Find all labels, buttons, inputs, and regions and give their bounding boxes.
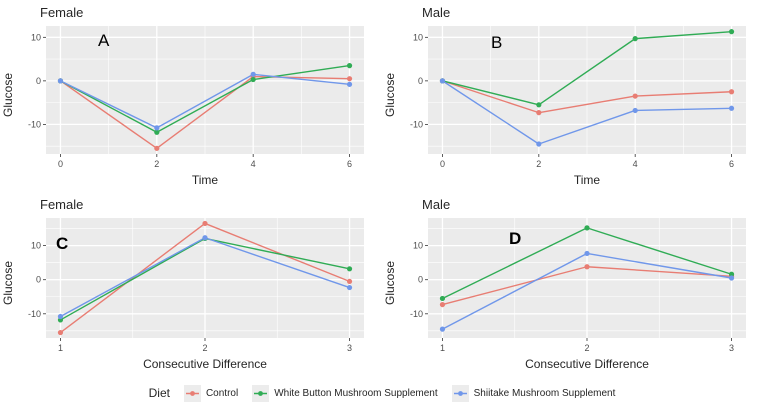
x-axis-title: Consecutive Difference bbox=[143, 357, 267, 371]
svg-text:-10: -10 bbox=[28, 309, 41, 319]
svg-text:C: C bbox=[56, 234, 68, 253]
line-chart-B: 0 2 4 6 -10 0 10 B bbox=[410, 26, 746, 169]
plot-area-wrapper: Glucose 1 2 3 -10 0 10 C bbox=[0, 213, 382, 357]
svg-text:B: B bbox=[491, 33, 502, 52]
legend-item: Shiitake Mushroom Supplement bbox=[451, 384, 616, 402]
panel-male-time: Male Glucose 0 2 4 6 -10 0 10 B Time bbox=[382, 0, 764, 192]
svg-text:1: 1 bbox=[58, 343, 63, 353]
legend: Diet Control White Button Mushroom Supple… bbox=[0, 374, 764, 412]
legend-label: Control bbox=[205, 387, 239, 399]
svg-text:2: 2 bbox=[154, 159, 159, 169]
svg-text:-10: -10 bbox=[410, 309, 423, 319]
y-axis-title: Glucose bbox=[383, 260, 397, 306]
svg-text:0: 0 bbox=[418, 76, 423, 86]
svg-text:2: 2 bbox=[584, 343, 589, 353]
y-axis-title: Glucose bbox=[1, 260, 15, 306]
legend-key-icon bbox=[451, 384, 469, 402]
svg-text:10: 10 bbox=[413, 241, 423, 251]
svg-text:0: 0 bbox=[440, 159, 445, 169]
svg-text:10: 10 bbox=[31, 32, 41, 42]
legend-key-icon bbox=[183, 384, 201, 402]
svg-text:1: 1 bbox=[440, 343, 445, 353]
svg-text:4: 4 bbox=[251, 159, 256, 169]
plot-area-wrapper: Glucose 1 2 3 -10 0 10 D bbox=[382, 213, 764, 357]
y-axis-title: Glucose bbox=[383, 72, 397, 118]
legend-label: Shiitake Mushroom Supplement bbox=[473, 387, 616, 399]
panel-male-consecutive-difference: Male Glucose 1 2 3 -10 0 10 D Consecutive Diff… bbox=[382, 192, 764, 374]
svg-text:2: 2 bbox=[202, 343, 207, 353]
x-axis-title: Consecutive Difference bbox=[525, 357, 649, 371]
svg-text:0: 0 bbox=[36, 275, 41, 285]
panel-title: Male bbox=[422, 197, 451, 212]
legend-items: Control White Button Mushroom Supplement S… bbox=[183, 384, 616, 402]
svg-text:-10: -10 bbox=[410, 119, 423, 129]
plot-area-wrapper: Glucose 0 2 4 6 -10 0 10 A bbox=[0, 21, 382, 173]
line-chart-C: 1 2 3 -10 0 10 C bbox=[28, 218, 364, 353]
svg-text:6: 6 bbox=[729, 159, 734, 169]
legend-item: Control bbox=[183, 384, 239, 402]
svg-text:10: 10 bbox=[31, 241, 41, 251]
svg-text:D: D bbox=[509, 229, 521, 248]
svg-text:-10: -10 bbox=[28, 119, 41, 129]
panel-female-consecutive-difference: Female Glucose 1 2 3 -10 0 10 C Consecutive Di… bbox=[0, 192, 382, 374]
svg-text:10: 10 bbox=[413, 32, 423, 42]
svg-text:6: 6 bbox=[347, 159, 352, 169]
panel-title: Female bbox=[40, 5, 84, 20]
panel-grid: Female Glucose 0 2 4 6 -10 0 10 A Time Male Glu… bbox=[0, 0, 764, 374]
line-chart-A: 0 2 4 6 -10 0 10 A bbox=[28, 26, 364, 169]
legend-key-icon bbox=[252, 384, 270, 402]
y-axis-title: Glucose bbox=[1, 72, 15, 118]
line-chart-D: 1 2 3 -10 0 10 D bbox=[410, 218, 746, 353]
x-axis-title: Time bbox=[191, 173, 219, 187]
svg-text:3: 3 bbox=[729, 343, 734, 353]
panel-title: Female bbox=[40, 197, 84, 212]
svg-text:2: 2 bbox=[536, 159, 541, 169]
legend-label: White Button Mushroom Supplement bbox=[274, 387, 438, 399]
svg-text:A: A bbox=[98, 31, 110, 50]
legend-title: Diet bbox=[148, 386, 170, 400]
plot-area-wrapper: Glucose 0 2 4 6 -10 0 10 B bbox=[382, 21, 764, 173]
svg-text:0: 0 bbox=[58, 159, 63, 169]
svg-text:0: 0 bbox=[36, 76, 41, 86]
svg-text:0: 0 bbox=[418, 275, 423, 285]
svg-text:4: 4 bbox=[633, 159, 638, 169]
panel-female-time: Female Glucose 0 2 4 6 -10 0 10 A Time bbox=[0, 0, 382, 192]
x-axis-title: Time bbox=[573, 173, 601, 187]
legend-item: White Button Mushroom Supplement bbox=[252, 384, 438, 402]
panel-title: Male bbox=[422, 5, 451, 20]
svg-text:3: 3 bbox=[347, 343, 352, 353]
